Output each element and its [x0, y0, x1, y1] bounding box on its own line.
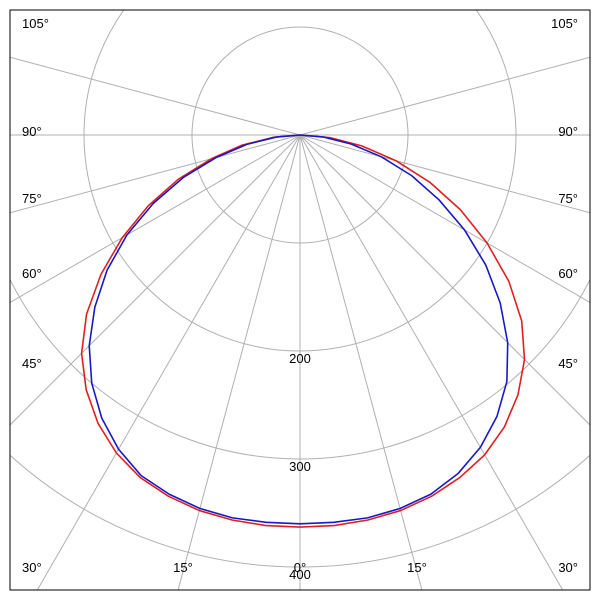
svg-text:30°: 30°: [22, 560, 42, 575]
svg-text:75°: 75°: [558, 191, 578, 206]
svg-text:45°: 45°: [22, 356, 42, 371]
svg-text:105°: 105°: [551, 16, 578, 31]
svg-text:15°: 15°: [407, 560, 427, 575]
svg-text:90°: 90°: [558, 124, 578, 139]
svg-text:75°: 75°: [22, 191, 42, 206]
polar-chart-svg: 105° 90° 75° 60° 45° 30° 105° 90° 75° 60° 45° 30° 15…: [0, 0, 600, 600]
svg-text:45°: 45°: [558, 356, 578, 371]
svg-text:60°: 60°: [558, 266, 578, 281]
svg-text:30°: 30°: [558, 560, 578, 575]
svg-text:90°: 90°: [22, 124, 42, 139]
svg-text:60°: 60°: [22, 266, 42, 281]
svg-text:200: 200: [289, 351, 311, 366]
svg-text:400: 400: [289, 567, 311, 582]
svg-text:105°: 105°: [22, 16, 49, 31]
svg-text:15°: 15°: [173, 560, 193, 575]
polar-chart: 105° 90° 75° 60° 45° 30° 105° 90° 75° 60° 45° 30° 15…: [0, 0, 600, 600]
svg-text:300: 300: [289, 459, 311, 474]
